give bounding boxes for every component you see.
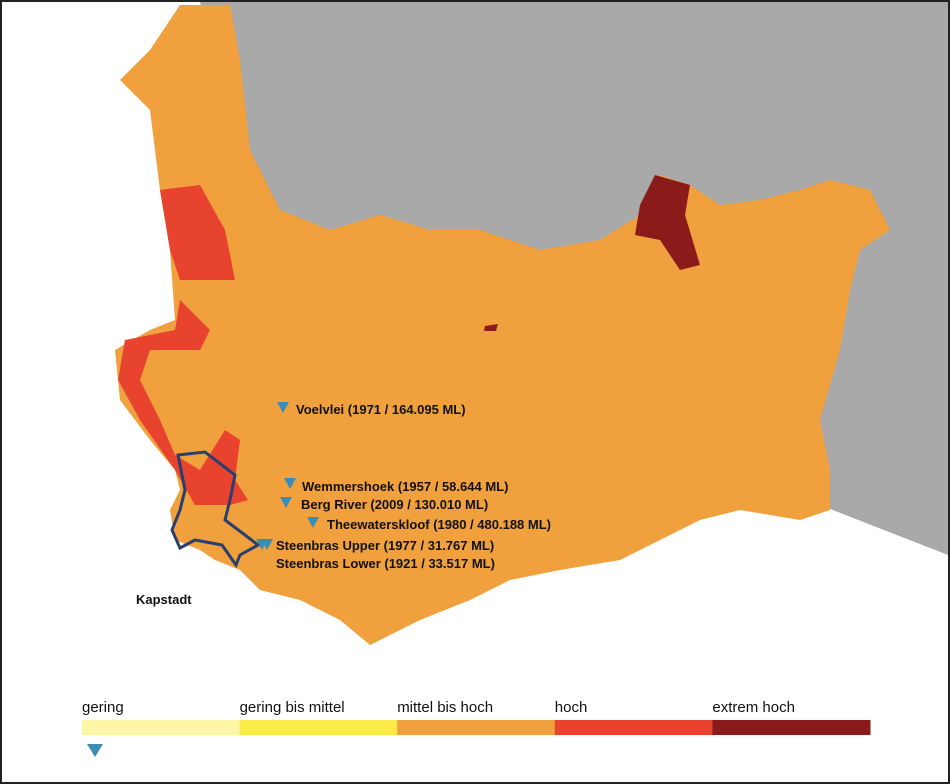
- high-region: [118, 300, 248, 505]
- legend-dam-marker: [87, 744, 103, 757]
- legend-swatch: [239, 720, 398, 735]
- dam-label: Steenbras Upper (1977 / 31.767 ML): [276, 538, 494, 553]
- dam-marker: [280, 497, 292, 508]
- city-boundary: [170, 450, 261, 569]
- dam-marker: [277, 402, 289, 413]
- extreme-region: [635, 175, 700, 270]
- dam-label: Berg River (2009 / 130.010 ML): [301, 497, 488, 512]
- dam-label: Wemmershoek (1957 / 58.644 ML): [302, 479, 508, 494]
- city-label: Kapstadt: [136, 592, 192, 607]
- dam-marker: [284, 478, 296, 489]
- legend-label: gering bis mittel: [240, 699, 345, 716]
- legend-swatch: [712, 720, 871, 735]
- legend: gering gering bis mittel mittel bis hoch ho…: [82, 699, 871, 735]
- dam-marker: [307, 517, 319, 528]
- province: [115, 5, 890, 645]
- legend-swatch: [397, 720, 556, 735]
- legend-label: mittel bis hoch: [397, 699, 493, 716]
- dam-label: Steenbras Lower (1921 / 33.517 ML): [276, 556, 495, 571]
- dam-markers: [256, 402, 319, 550]
- extreme-region: [484, 324, 498, 331]
- legend-label: hoch: [555, 699, 588, 716]
- legend-swatch: [554, 720, 713, 735]
- high-region: [160, 185, 235, 280]
- dam-label: Voelvlei (1971 / 164.095 ML): [296, 402, 466, 417]
- dam-marker: [261, 539, 273, 550]
- legend-label: gering: [82, 699, 124, 716]
- legend-swatch: [82, 720, 241, 735]
- legend-label: extrem hoch: [712, 699, 795, 716]
- dam-label: Theewaterskloof (1980 / 480.188 ML): [327, 517, 551, 532]
